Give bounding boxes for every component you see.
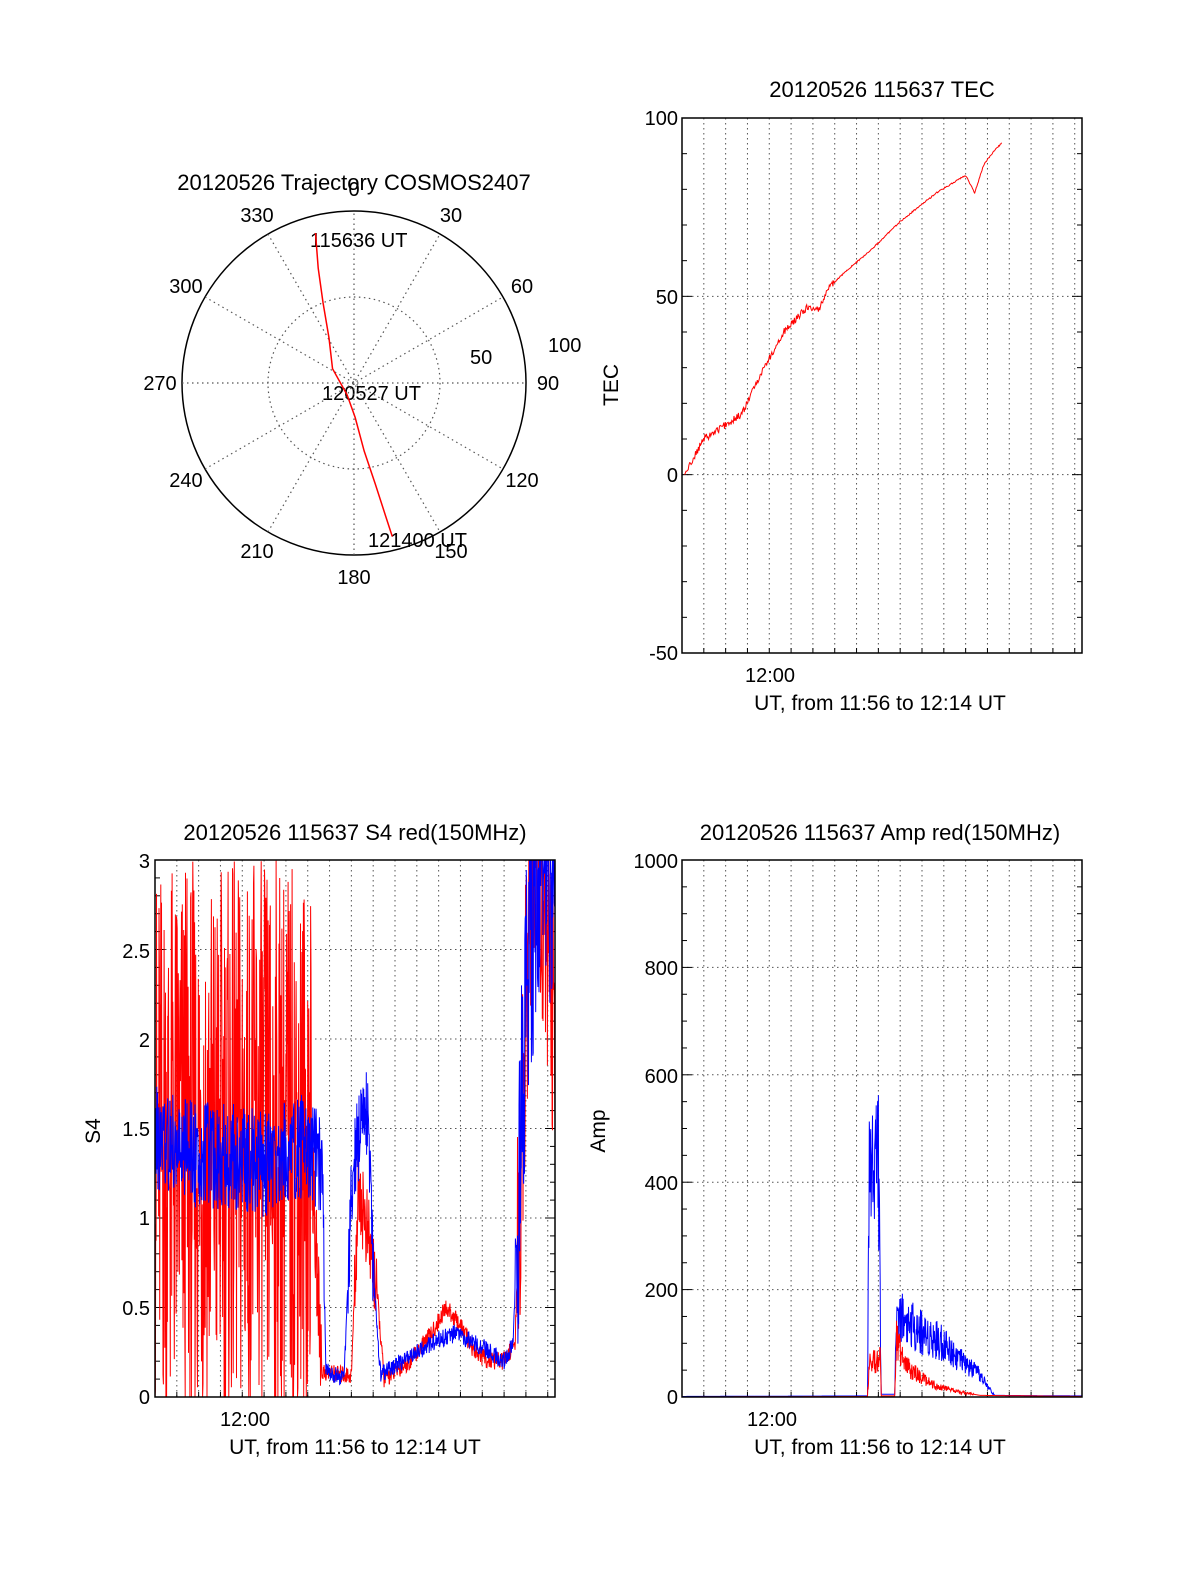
polar-azimuth-label: 240 (169, 470, 202, 492)
polar-azimuth-label: 210 (240, 541, 273, 563)
trajectory-mid-label: 120527 UT (322, 383, 421, 405)
amp-y-tick-label: 400 (645, 1173, 678, 1195)
amp-y-tick-label: 0 (667, 1387, 678, 1409)
amp-plot-frame (681, 859, 1083, 1398)
s4-y-tick-label: 0.5 (122, 1298, 150, 1320)
polar-radial-tick-50: 50 (470, 347, 492, 369)
trajectory-line (314, 233, 393, 537)
tec-y-tick-label: 0 (667, 465, 678, 487)
s4-series-blue (154, 859, 556, 1386)
polar-azimuth-label: 150 (434, 541, 467, 563)
tec-y-tick-label: -50 (649, 643, 678, 665)
polar-azimuth-label: 30 (440, 205, 462, 227)
tec-y-tick-label: 100 (645, 108, 678, 130)
tec-y-tick-label: 50 (656, 287, 678, 309)
s4-y-tick-label: 1 (139, 1208, 150, 1230)
polar-azimuth-label: 60 (511, 276, 533, 298)
trajectory-start-label: 115636 UT (310, 230, 407, 252)
amp-panel: 20120526 115637 Amp red(150MHz) UT, from… (587, 820, 1083, 1459)
tec-plot-frame (681, 117, 1083, 654)
s4-y-tick-label: 1.5 (122, 1119, 150, 1141)
amp-y-tick-label: 600 (645, 1066, 678, 1088)
s4-series-red (154, 859, 556, 1398)
polar-azimuth-label: 120 (505, 470, 538, 492)
polar-radial-tick-100: 100 (548, 335, 581, 357)
polar-azimuth-label: 330 (240, 205, 273, 227)
amp-y-tick-label: 1000 (634, 851, 679, 873)
tec-panel: 20120526 115637 TEC UT, from 11:56 to 12… (600, 77, 1083, 715)
s4-x-tick-label: 12:00 (220, 1409, 270, 1431)
s4-y-tick-label: 0 (139, 1387, 150, 1409)
trajectory-end-label: 121400 UT (368, 530, 467, 552)
polar-azimuth-label: 0 (348, 179, 359, 201)
polar-grid-circle (267, 296, 441, 470)
trajectory-polar-panel: 20120526 Trajectory COSMOS2407 50 100 11… (143, 170, 581, 589)
polar-azimuth-label: 90 (537, 373, 559, 395)
s4-y-tick-label: 2 (139, 1030, 150, 1052)
amp-ylabel: Amp (587, 1109, 610, 1152)
polar-azimuth-label: 180 (337, 567, 370, 589)
s4-y-tick-label: 3 (139, 851, 150, 873)
polar-azimuth-label: 270 (143, 373, 176, 395)
tec-ylabel: TEC (600, 364, 623, 406)
amp-x-tick-label: 12:00 (747, 1409, 797, 1431)
s4-xlabel: UT, from 11:56 to 12:14 UT (229, 1436, 481, 1459)
amp-y-tick-label: 200 (645, 1280, 678, 1302)
s4-ylabel: S4 (82, 1118, 105, 1144)
s4-plot-frame (154, 859, 556, 1398)
polar-azimuth-label: 300 (169, 276, 202, 298)
s4-panel: 20120526 115637 S4 red(150MHz) UT, from … (82, 820, 556, 1459)
trajectory-title: 20120526 Trajectory COSMOS2407 (177, 170, 530, 195)
amp-title: 20120526 115637 Amp red(150MHz) (700, 820, 1060, 845)
amp-xlabel: UT, from 11:56 to 12:14 UT (754, 1436, 1006, 1459)
tec-title: 20120526 115637 TEC (769, 77, 995, 102)
s4-title: 20120526 115637 S4 red(150MHz) (183, 820, 526, 845)
s4-y-tick-label: 2.5 (122, 941, 150, 963)
tec-x-tick-label: 12:00 (745, 665, 795, 687)
tec-series-red (684, 142, 1003, 475)
tec-xlabel: UT, from 11:56 to 12:14 UT (754, 692, 1006, 715)
amp-y-tick-label: 800 (645, 958, 678, 980)
